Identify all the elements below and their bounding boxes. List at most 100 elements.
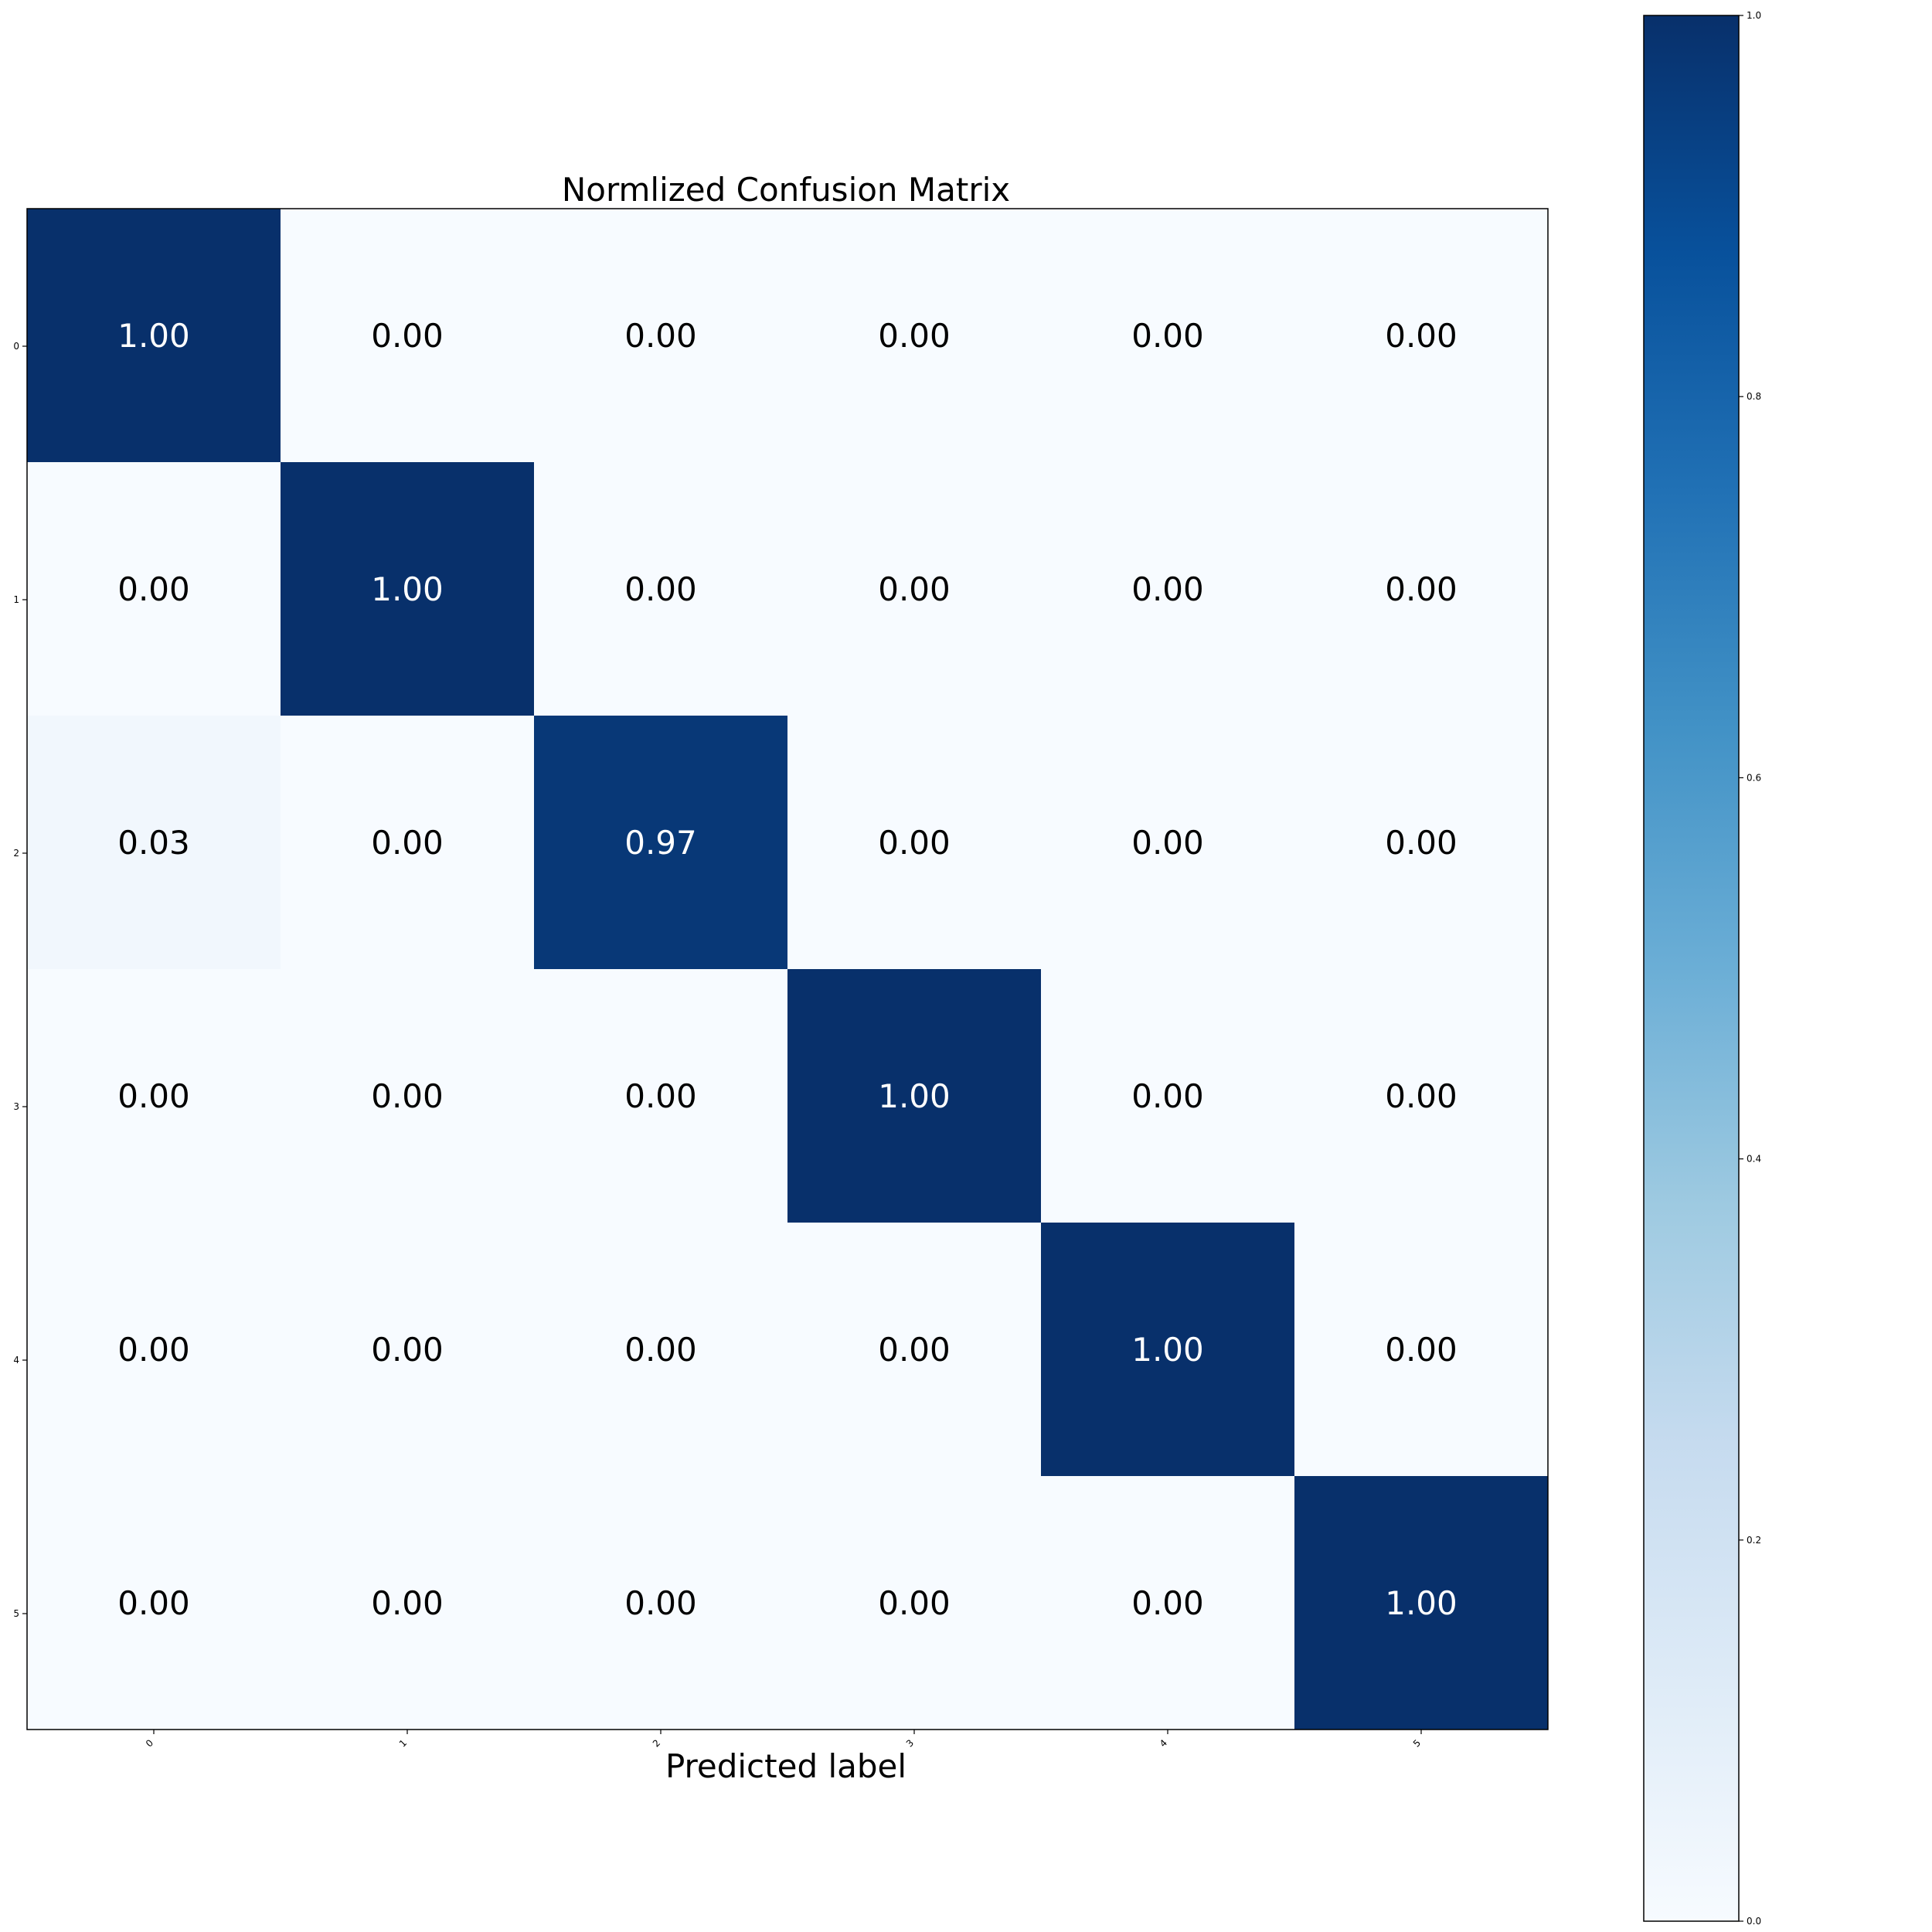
- matrix-value-r3-c4: 0.00: [1131, 1077, 1204, 1115]
- matrix-cell-r2-c3: [787, 716, 1042, 970]
- matrix-value-r1-c3: 0.00: [878, 570, 951, 608]
- matrix-value-r5-c1: 0.00: [371, 1584, 444, 1622]
- matrix-value-r4-c4: 1.00: [1131, 1331, 1204, 1369]
- matrix-cell-r1-c3: [787, 462, 1042, 716]
- matrix-value-r1-c5: 0.00: [1385, 570, 1458, 608]
- matrix-cell-r3-c1: [281, 969, 535, 1223]
- colorbar: 0.0 0.2 0.4 0.6 0.8 1.0: [1643, 10, 1761, 1927]
- colorbar-tick-label-3: 0.6: [1747, 772, 1761, 783]
- y-axis-ticks: 0 1 2 3 4 5: [13, 341, 27, 1619]
- matrix-value-r0-c3: 0.00: [878, 317, 951, 355]
- matrix-value-r3-c0: 0.00: [117, 1077, 190, 1115]
- matrix-value-r4-c2: 0.00: [624, 1331, 697, 1369]
- matrix-value-r5-c2: 0.00: [624, 1584, 697, 1622]
- matrix-value-r4-c5: 0.00: [1385, 1331, 1458, 1369]
- matrix-value-r5-c3: 0.00: [878, 1584, 951, 1622]
- matrix-value-r2-c5: 0.00: [1385, 824, 1458, 862]
- x-axis-label: Predicted label: [665, 1747, 906, 1785]
- x-tick-label-4: 4: [1158, 1737, 1169, 1749]
- matrix-value-r5-c4: 0.00: [1131, 1584, 1204, 1622]
- y-tick-label-1: 1: [13, 594, 19, 605]
- matrix-value-r1-c0: 0.00: [117, 570, 190, 608]
- colorbar-tick-label-4: 0.8: [1747, 391, 1761, 402]
- matrix-value-r0-c0: 1.00: [117, 317, 190, 355]
- matrix-value-r3-c1: 0.00: [371, 1077, 444, 1115]
- matrix-cell-r0-c4: [1041, 209, 1295, 463]
- matrix-value-r0-c1: 0.00: [371, 317, 444, 355]
- matrix-cell-r3-c4: [1041, 969, 1295, 1223]
- matrix-cell-r5-c5: [1294, 1476, 1549, 1730]
- matrix-cell-r2-c4: [1041, 716, 1295, 970]
- matrix-cell-r4-c0: [27, 1223, 281, 1477]
- matrix-cell-r4-c1: [281, 1223, 535, 1477]
- matrix-value-r4-c0: 0.00: [117, 1331, 190, 1369]
- matrix-cell-r0-c1: [281, 209, 535, 463]
- matrix-cell-r5-c4: [1041, 1476, 1295, 1730]
- matrix-cell-r5-c0: [27, 1476, 281, 1730]
- x-tick-label-0: 0: [144, 1737, 155, 1749]
- matrix-cell-r2-c2: [534, 716, 788, 970]
- matrix-cell-r0-c5: [1294, 209, 1549, 463]
- matrix-cell-r5-c1: [281, 1476, 535, 1730]
- matrix-cell-r0-c2: [534, 209, 788, 463]
- colorbar-tick-label-2: 0.4: [1747, 1154, 1761, 1165]
- matrix-value-r0-c2: 0.00: [624, 317, 697, 355]
- y-tick-label-2: 2: [13, 848, 19, 859]
- colorbar-tick-label-1: 0.2: [1747, 1535, 1761, 1546]
- matrix-value-r0-c4: 0.00: [1131, 317, 1204, 355]
- matrix-cells: [27, 209, 1549, 1730]
- matrix-cell-r3-c5: [1294, 969, 1549, 1223]
- matrix-value-r1-c1: 1.00: [371, 570, 444, 608]
- chart-title: Normlized Confusion Matrix: [562, 171, 1010, 209]
- matrix-value-r2-c4: 0.00: [1131, 824, 1204, 862]
- matrix-cell-r3-c2: [534, 969, 788, 1223]
- y-tick-label-0: 0: [13, 341, 19, 352]
- matrix-value-r5-c5: 1.00: [1385, 1584, 1458, 1622]
- matrix-cell-r0-c3: [787, 209, 1042, 463]
- plot-frame: [26, 208, 1549, 1730]
- matrix-value-r1-c4: 0.00: [1131, 570, 1204, 608]
- matrix-value-r2-c0: 0.03: [117, 824, 190, 862]
- matrix-cell-r3-c3: [787, 969, 1042, 1223]
- matrix-cell-r2-c0: [27, 716, 281, 970]
- matrix-cell-r4-c3: [787, 1223, 1042, 1477]
- colorbar-tick-label-5: 1.0: [1747, 10, 1761, 21]
- matrix-value-r2-c2: 0.97: [624, 824, 697, 862]
- colorbar-gradient: [1643, 15, 1740, 1922]
- y-tick-label-3: 3: [13, 1101, 19, 1112]
- matrix-cell-r3-c0: [27, 969, 281, 1223]
- x-tick-label-5: 5: [1411, 1737, 1423, 1749]
- matrix-value-r4-c3: 0.00: [878, 1331, 951, 1369]
- matrix-cell-r5-c2: [534, 1476, 788, 1730]
- matrix-cell-r4-c4: [1041, 1223, 1295, 1477]
- matrix-cell-r2-c5: [1294, 716, 1549, 970]
- matrix-cell-r1-c1: [281, 462, 535, 716]
- matrix-cell-r0-c0: [27, 209, 281, 463]
- matrix-value-r2-c1: 0.00: [371, 824, 444, 862]
- y-tick-label-4: 4: [13, 1355, 19, 1366]
- matrix-value-r3-c3: 1.00: [878, 1077, 951, 1115]
- matrix-value-r0-c5: 0.00: [1385, 317, 1458, 355]
- matrix-cell-r1-c0: [27, 462, 281, 716]
- matrix-value-r1-c2: 0.00: [624, 570, 697, 608]
- matrix-cell-r5-c3: [787, 1476, 1042, 1730]
- matrix-value-r4-c1: 0.00: [371, 1331, 444, 1369]
- matrix-value-labels: 1.00 0.00 0.00 0.00 0.00 0.00 0.00 1.00 0.00 0.00…: [117, 317, 1458, 1622]
- matrix-value-r2-c3: 0.00: [878, 824, 951, 862]
- matrix-cell-r4-c2: [534, 1223, 788, 1477]
- matrix-cell-r2-c1: [281, 716, 535, 970]
- x-tick-label-1: 1: [397, 1737, 409, 1749]
- matrix-value-r3-c5: 0.00: [1385, 1077, 1458, 1115]
- matrix-value-r3-c2: 0.00: [624, 1077, 697, 1115]
- y-tick-label-5: 5: [13, 1608, 19, 1619]
- matrix-cell-r1-c4: [1041, 462, 1295, 716]
- matrix-value-r5-c0: 0.00: [117, 1584, 190, 1622]
- matrix-cell-r4-c5: [1294, 1223, 1549, 1477]
- matrix-cell-r1-c5: [1294, 462, 1549, 716]
- matrix-cell-r1-c2: [534, 462, 788, 716]
- x-tick-label-2: 2: [651, 1737, 662, 1749]
- colorbar-tick-label-0: 0.0: [1747, 1916, 1761, 1927]
